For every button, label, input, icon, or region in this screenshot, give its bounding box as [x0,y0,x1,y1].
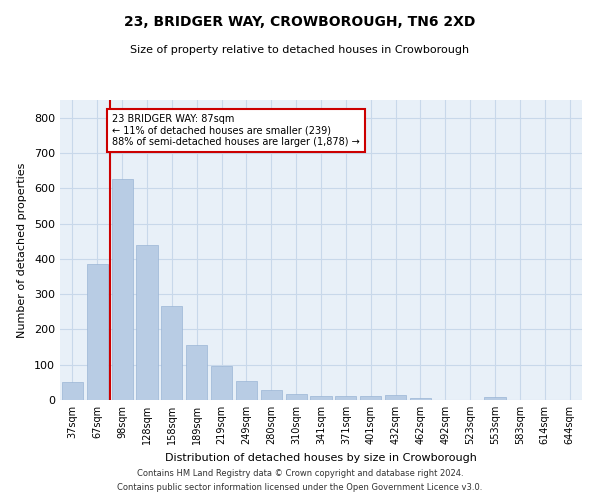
Bar [335,396,356,400]
Bar [112,180,133,400]
Bar [62,382,83,400]
Text: Contains HM Land Registry data © Crown copyright and database right 2024.: Contains HM Land Registry data © Crown c… [137,468,463,477]
Bar [410,398,431,400]
Bar [186,346,207,400]
Bar [87,264,108,400]
Bar [484,397,506,400]
Text: 23, BRIDGER WAY, CROWBOROUGH, TN6 2XD: 23, BRIDGER WAY, CROWBOROUGH, TN6 2XD [124,15,476,29]
X-axis label: Distribution of detached houses by size in Crowborough: Distribution of detached houses by size … [165,452,477,462]
Bar [286,394,307,400]
Bar [236,380,257,400]
Bar [310,396,332,400]
Bar [261,390,282,400]
Bar [211,366,232,400]
Text: Contains public sector information licensed under the Open Government Licence v3: Contains public sector information licen… [118,484,482,492]
Bar [161,306,182,400]
Bar [136,244,158,400]
Text: Size of property relative to detached houses in Crowborough: Size of property relative to detached ho… [130,45,470,55]
Bar [360,396,381,400]
Y-axis label: Number of detached properties: Number of detached properties [17,162,27,338]
Bar [385,394,406,400]
Text: 23 BRIDGER WAY: 87sqm
← 11% of detached houses are smaller (239)
88% of semi-det: 23 BRIDGER WAY: 87sqm ← 11% of detached … [112,114,360,148]
